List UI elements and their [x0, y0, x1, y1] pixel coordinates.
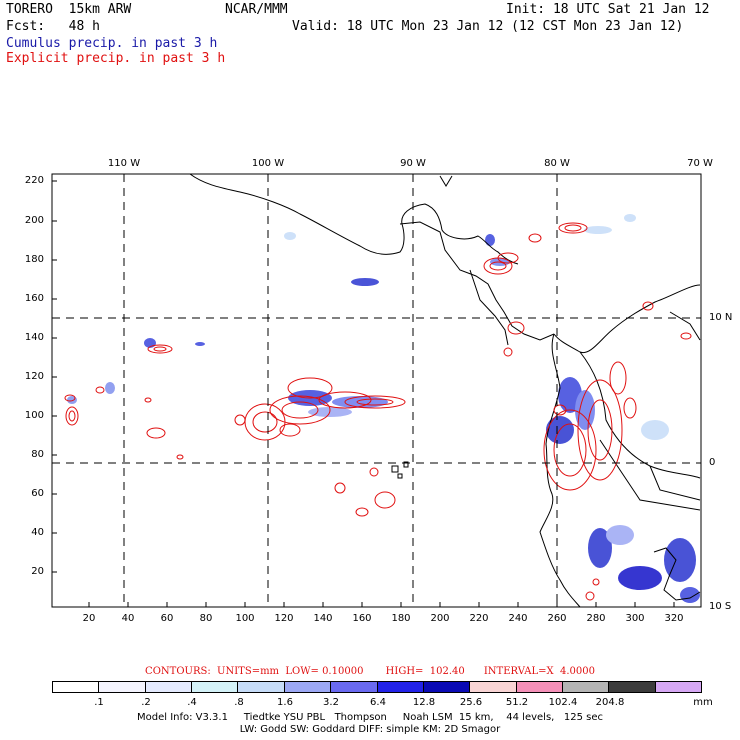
x-tick-label: 120: [274, 613, 294, 624]
x-tick-label: 100: [235, 613, 255, 624]
y-tick-label: 80: [31, 449, 44, 460]
lon-label: 80 W: [544, 158, 570, 169]
x-tick-label: 40: [121, 613, 135, 624]
colorbar-label: 25.6: [459, 697, 483, 708]
colorbar-swatch: [377, 682, 424, 692]
colorbar-swatch: [238, 682, 285, 692]
colorbar-label: 102.4: [548, 697, 578, 708]
lon-label: 100 W: [251, 158, 285, 169]
colorbar-label: 3.2: [323, 697, 339, 708]
colorbar-swatch: [145, 682, 193, 692]
colorbar-label: 1.6: [277, 697, 293, 708]
colorbar-swatch: [423, 682, 471, 692]
colorbar-swatch: [192, 682, 239, 692]
x-tick-label: 20: [82, 613, 96, 624]
model-info-line: Model Info: V3.3.1 Tiedtke YSU PBL Thomp…: [137, 712, 603, 723]
colorbar-label: 204.8: [595, 697, 625, 708]
lat-lon-grid: [52, 174, 701, 607]
x-tick-label: 320: [664, 613, 684, 624]
lon-label: 110 W: [107, 158, 141, 169]
colorbar-label: .8: [234, 697, 244, 708]
x-tick-label: 180: [391, 613, 411, 624]
x-tick-label: 200: [430, 613, 450, 624]
x-tick-label: 260: [547, 613, 567, 624]
colorbar-label: 51.2: [505, 697, 529, 708]
colorbar-swatch: [53, 682, 100, 692]
x-tick-label: 140: [313, 613, 333, 624]
y-tick-label: 120: [24, 371, 44, 382]
explicit-precip-contours: [64, 222, 692, 601]
colorbar-swatch: [516, 682, 563, 692]
y-tick-label: 60: [31, 488, 44, 499]
cumulus-legend: Cumulus precip. in past 3 h: [6, 36, 218, 51]
colorbar-label: .2: [141, 697, 151, 708]
physics-info-line: LW: Godd SW: Goddard DIFF: simple KM: 2D…: [239, 724, 501, 735]
colorbar-swatch: [99, 682, 146, 692]
lat-label: 10 N: [709, 312, 733, 323]
y-tick-label: 140: [24, 332, 44, 343]
colorbar-swatch: [284, 682, 332, 692]
colorbar-swatch: [470, 682, 517, 692]
y-tick-label: 100: [24, 410, 44, 421]
colorbar-swatch: [655, 682, 702, 692]
colorbar-label: 6.4: [370, 697, 386, 708]
x-tick-label: 160: [352, 613, 372, 624]
map-frame: [51, 173, 702, 608]
x-tick-label: 280: [586, 613, 606, 624]
y-tick-label: 40: [31, 527, 44, 538]
explicit-legend: Explicit precip. in past 3 h: [6, 51, 226, 66]
colorbar-unit: mm: [693, 697, 713, 708]
lon-label: 90 W: [400, 158, 426, 169]
lat-label: 10 S: [709, 601, 732, 612]
org-label: NCAR/MMM: [225, 2, 288, 17]
forecast-hour: Fcst: 48 h: [6, 19, 100, 34]
colorbar-swatch: [609, 682, 656, 692]
colorbar: [52, 681, 702, 693]
colorbar-label: .1: [94, 697, 104, 708]
x-tick-label: 300: [625, 613, 645, 624]
x-tick-label: 60: [160, 613, 174, 624]
lon-label: 70 W: [687, 158, 713, 169]
x-tick-label: 80: [199, 613, 213, 624]
y-tick-label: 220: [24, 175, 44, 186]
colorbar-label: .4: [187, 697, 197, 708]
colorbar-swatch: [331, 682, 378, 692]
axis-ticks: [52, 180, 675, 607]
model-title: TORERO 15km ARW: [6, 2, 132, 17]
valid-time: Valid: 18 UTC Mon 23 Jan 12 (12 CST Mon …: [292, 19, 684, 34]
lat-label: 0: [709, 457, 716, 468]
x-tick-label: 220: [469, 613, 489, 624]
y-tick-label: 20: [31, 566, 44, 577]
colorbar-swatch: [562, 682, 610, 692]
y-tick-label: 160: [24, 293, 44, 304]
contour-info: CONTOURS: UNITS=mm LOW= 0.10000 HIGH= 10…: [145, 666, 595, 677]
x-tick-label: 240: [508, 613, 528, 624]
colorbar-label: 12.8: [412, 697, 436, 708]
y-tick-label: 180: [24, 254, 44, 265]
y-tick-label: 200: [24, 215, 44, 226]
init-time: Init: 18 UTC Sat 21 Jan 12: [506, 2, 710, 17]
coastlines: [189, 173, 701, 608]
